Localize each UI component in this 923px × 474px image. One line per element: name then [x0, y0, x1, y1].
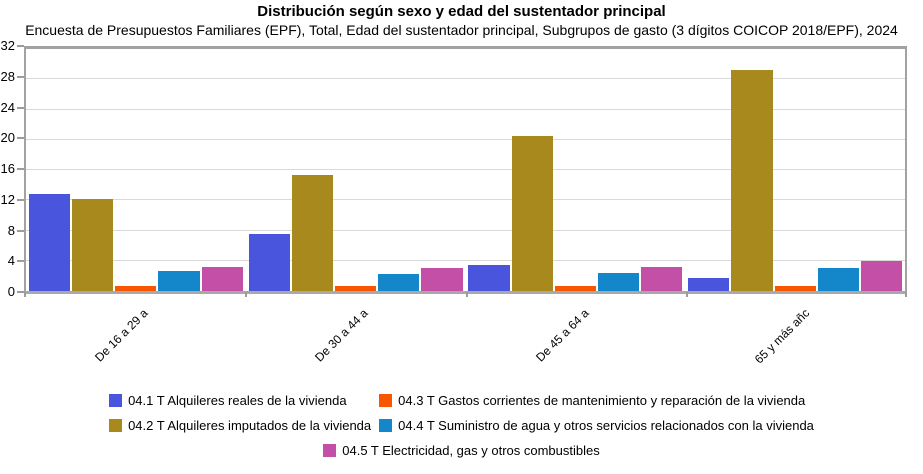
bar-group [246, 49, 466, 291]
x-label-anchor: De 16 a 29 a [0, 306, 150, 364]
bar[interactable] [597, 272, 640, 291]
legend-swatch [323, 444, 337, 457]
bar[interactable] [774, 286, 816, 291]
y-axis-tick [17, 75, 24, 78]
y-axis-tick-label: 32 [0, 38, 15, 53]
legend-label: 04.4 T Suministro de agua y otros servic… [398, 418, 814, 433]
bar[interactable] [641, 266, 683, 291]
legend-swatch [109, 394, 123, 407]
x-axis-label: 65 y más añc [752, 306, 813, 367]
bar[interactable] [248, 233, 290, 291]
x-axis-label: De 30 a 44 a [312, 306, 372, 365]
bar[interactable] [468, 265, 510, 291]
legend: 04.1 T Alquileres reales de la vivienda 0… [109, 392, 814, 459]
x-axis-tick [905, 292, 907, 297]
x-label-anchor: 65 y más añc [603, 306, 812, 366]
bar[interactable] [511, 135, 553, 291]
bar[interactable] [201, 266, 243, 291]
y-axis-tick-label: 20 [0, 130, 15, 146]
legend-label: 04.2 T Alquileres imputados de la vivien… [128, 418, 372, 433]
bar[interactable] [28, 194, 71, 291]
y-axis-tick [17, 291, 24, 293]
bar[interactable] [291, 175, 334, 291]
x-axis-tick [244, 292, 247, 297]
gridlines [26, 49, 905, 291]
y-axis-tick-label: 24 [0, 99, 15, 115]
legend-swatch [379, 394, 393, 407]
chart-subtitle: Encuesta de Presupuestos Familiares (EPF… [25, 22, 898, 38]
x-axis-label: De 16 a 29 a [91, 306, 151, 365]
y-axis-tick [17, 137, 24, 140]
x-axis-tick [465, 292, 468, 297]
x-label-anchor: De 45 a 64 a [382, 306, 591, 364]
legend-item[interactable]: 04.5 T Electricidad, gas y otros combust… [323, 442, 600, 459]
bar[interactable] [335, 286, 377, 291]
x-label-anchor: De 30 a 44 a [161, 306, 371, 364]
x-axis-label: De 45 a 64 a [533, 306, 592, 365]
y-axis-tick [17, 198, 24, 201]
bar[interactable] [158, 271, 200, 291]
y-axis-tick [17, 106, 24, 109]
y-axis: 0 4 8 12 16 20 24 28 32 [0, 39, 15, 299]
bar-group [26, 49, 246, 291]
bar[interactable] [731, 70, 773, 291]
legend-swatch [379, 419, 393, 432]
bar-group [466, 49, 686, 291]
y-axis-tick-label: 28 [0, 68, 15, 84]
x-axis-tick [24, 292, 26, 297]
bar[interactable] [688, 278, 730, 291]
y-axis-tick [17, 260, 24, 263]
legend-swatch [109, 419, 123, 432]
gridline [26, 199, 905, 201]
legend-item[interactable]: 04.2 T Alquileres imputados de la vivien… [109, 417, 371, 434]
y-axis-tick [17, 168, 24, 170]
y-axis-tick-label: 16 [0, 161, 15, 176]
gridline [26, 138, 905, 140]
bar-groups [26, 49, 905, 291]
gridline [26, 229, 905, 231]
x-axis: De 16 a 29 a De 30 a 44 a De 45 a 64 a 65 y… [24, 296, 907, 392]
legend-label: 04.1 T Alquileres reales de la vivienda [128, 393, 347, 408]
legend-label: 04.3 T Gastos corrientes de mantenimient… [398, 393, 806, 408]
bar-group [685, 49, 905, 291]
legend-label: 04.5 T Electricidad, gas y otros combust… [342, 443, 600, 458]
y-axis-tick-label: 4 [7, 253, 15, 269]
y-axis-tick [17, 45, 24, 47]
y-axis-tick-label: 8 [7, 222, 15, 238]
y-axis-tick [17, 229, 24, 232]
bar[interactable] [115, 286, 157, 291]
y-axis-tick-label: 0 [7, 284, 15, 299]
legend-item[interactable]: 04.1 T Alquileres reales de la vivienda [109, 392, 371, 409]
legend-item[interactable]: 04.3 T Gastos corrientes de mantenimient… [379, 392, 814, 409]
gridline [26, 169, 905, 170]
bar[interactable] [554, 286, 596, 291]
bar[interactable] [378, 273, 420, 291]
chart-title: Distribución según sexo y edad del suste… [257, 3, 666, 20]
plot-area [24, 46, 907, 294]
bar[interactable] [72, 198, 114, 291]
gridline [26, 259, 905, 261]
bar[interactable] [860, 260, 903, 291]
y-axis-tick-label: 12 [0, 191, 15, 207]
bar[interactable] [817, 267, 859, 291]
gridline [26, 78, 905, 80]
bar[interactable] [421, 267, 463, 291]
x-axis-tick [686, 292, 689, 297]
legend-item[interactable]: 04.4 T Suministro de agua y otros servic… [379, 417, 814, 434]
gridline [26, 108, 905, 110]
